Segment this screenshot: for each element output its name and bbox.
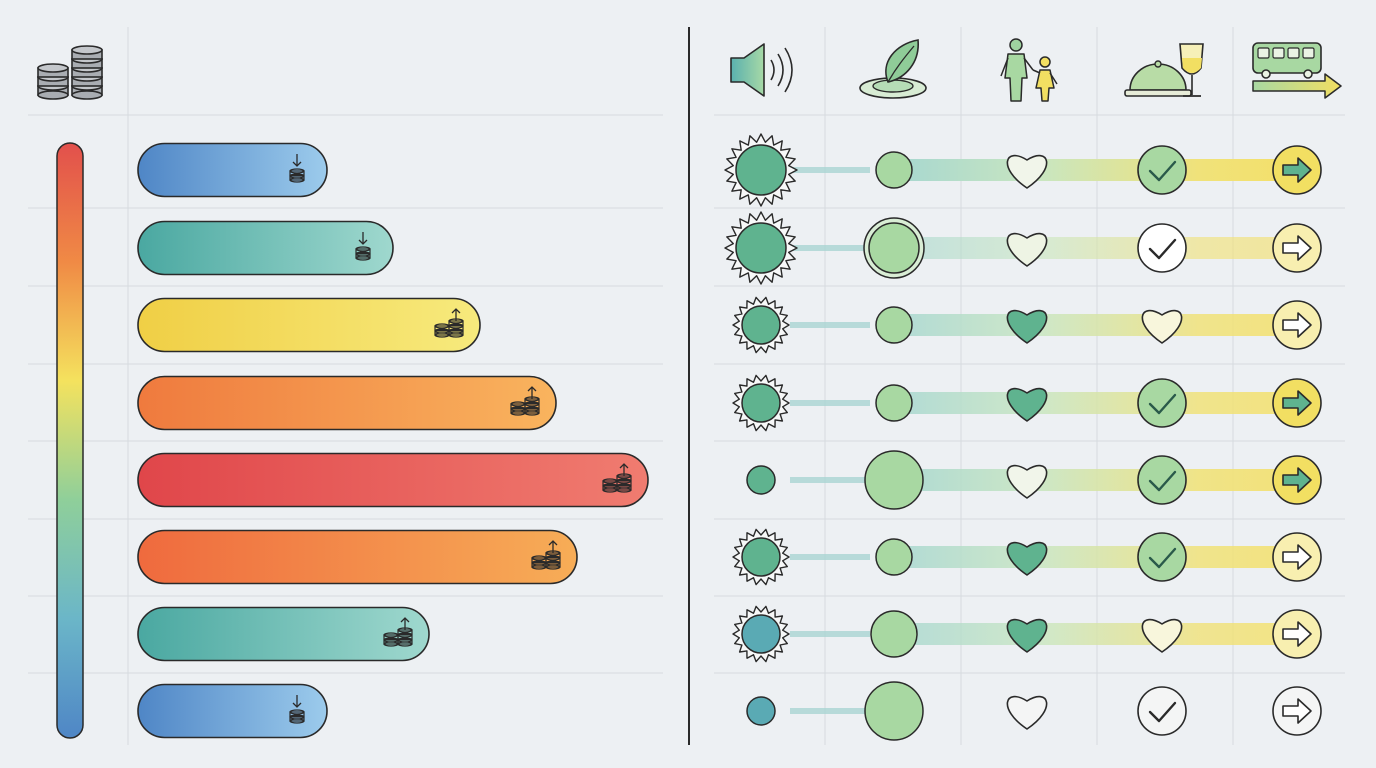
heart-icon bbox=[1006, 618, 1048, 653]
bar-row bbox=[137, 297, 481, 353]
check-circle-icon bbox=[1137, 686, 1187, 736]
gradient-scale bbox=[56, 142, 84, 739]
nature-symbol bbox=[870, 610, 918, 658]
heart-icon bbox=[1006, 232, 1048, 267]
arrow-circle-icon bbox=[1272, 609, 1322, 659]
speaker-icon bbox=[730, 43, 793, 97]
bus-arrow-icon bbox=[1252, 42, 1342, 99]
connector bbox=[790, 708, 870, 714]
connector bbox=[790, 631, 870, 637]
intensity-band bbox=[905, 546, 1295, 568]
nature-symbol bbox=[875, 151, 913, 189]
coins-up-icon bbox=[531, 540, 561, 570]
heart-icon bbox=[1141, 618, 1183, 653]
coins-down-icon bbox=[289, 695, 305, 724]
sound-symbol bbox=[732, 605, 790, 663]
nature-symbol bbox=[875, 306, 913, 344]
heart-icon bbox=[1006, 387, 1048, 422]
sound-symbol bbox=[732, 528, 790, 586]
bar bbox=[137, 297, 481, 353]
check-circle-icon bbox=[1137, 223, 1187, 273]
coins-up-icon bbox=[602, 463, 632, 493]
intensity-band bbox=[905, 392, 1295, 414]
bar-row bbox=[137, 683, 328, 739]
intensity-band bbox=[905, 314, 1295, 336]
bar bbox=[137, 683, 328, 739]
matrix-row bbox=[746, 450, 1322, 510]
nature-symbol bbox=[863, 217, 925, 279]
arrow-circle-icon bbox=[1272, 532, 1322, 582]
adult-child-icon bbox=[1000, 38, 1058, 102]
bar-row bbox=[137, 452, 649, 508]
bar bbox=[137, 220, 394, 276]
intensity-band bbox=[905, 623, 1295, 645]
arrow-circle-icon bbox=[1272, 378, 1322, 428]
leaf-water-icon bbox=[859, 39, 927, 99]
intensity-band bbox=[905, 237, 1295, 259]
heart-icon bbox=[1006, 309, 1048, 344]
bar bbox=[137, 375, 557, 431]
connector bbox=[790, 554, 870, 560]
bar bbox=[137, 606, 430, 662]
nature-symbol bbox=[875, 538, 913, 576]
matrix-row bbox=[732, 528, 1322, 586]
sound-symbol bbox=[724, 211, 798, 285]
header-icons bbox=[37, 38, 1342, 102]
coins-down-icon bbox=[355, 232, 371, 261]
connector bbox=[790, 322, 870, 328]
intensity-band bbox=[905, 469, 1295, 491]
nature-symbol bbox=[875, 384, 913, 422]
scale-bar bbox=[56, 142, 84, 739]
bar-row bbox=[137, 375, 557, 431]
check-circle-icon bbox=[1137, 378, 1187, 428]
matrix-row bbox=[724, 133, 1322, 207]
connector bbox=[790, 477, 870, 483]
arrow-circle-icon bbox=[1272, 686, 1322, 736]
coins-up-icon bbox=[383, 617, 413, 647]
nature-symbol bbox=[864, 450, 924, 510]
bar-row bbox=[137, 529, 578, 585]
bar bbox=[137, 452, 649, 508]
heart-icon bbox=[1006, 695, 1048, 730]
coin-stacks-icon bbox=[37, 45, 103, 100]
arrow-circle-icon bbox=[1272, 455, 1322, 505]
arrow-circle-icon bbox=[1272, 145, 1322, 195]
matrix-row bbox=[732, 296, 1322, 354]
bar-row bbox=[137, 220, 394, 276]
matrix-row bbox=[732, 605, 1322, 663]
heart-icon bbox=[1141, 309, 1183, 344]
coins-down-icon bbox=[289, 154, 305, 183]
bars bbox=[137, 142, 649, 739]
cloche-wine-icon bbox=[1124, 43, 1204, 97]
connector bbox=[790, 167, 870, 173]
arrow-circle-icon bbox=[1272, 300, 1322, 350]
coins-up-icon bbox=[434, 308, 464, 338]
connector bbox=[790, 245, 870, 251]
bar-row bbox=[137, 606, 430, 662]
connector bbox=[790, 400, 870, 406]
arrow-circle-icon bbox=[1272, 223, 1322, 273]
bar bbox=[137, 142, 328, 198]
sound-symbol bbox=[732, 296, 790, 354]
heart-icon bbox=[1006, 541, 1048, 576]
bar-row bbox=[137, 142, 328, 198]
matrix-row bbox=[732, 374, 1322, 432]
sound-symbol bbox=[746, 465, 776, 495]
intensity-band bbox=[905, 159, 1295, 181]
check-circle-icon bbox=[1137, 145, 1187, 195]
heart-icon bbox=[1006, 154, 1048, 189]
bar bbox=[137, 529, 578, 585]
matrix-row bbox=[746, 681, 1322, 741]
heart-icon bbox=[1006, 464, 1048, 499]
check-circle-icon bbox=[1137, 455, 1187, 505]
symbol-matrix bbox=[724, 133, 1322, 741]
matrix-row bbox=[724, 211, 1322, 285]
sound-symbol bbox=[746, 696, 776, 726]
nature-symbol bbox=[864, 681, 924, 741]
sound-symbol bbox=[724, 133, 798, 207]
check-circle-icon bbox=[1137, 532, 1187, 582]
sound-symbol bbox=[732, 374, 790, 432]
coins-up-icon bbox=[510, 386, 540, 416]
